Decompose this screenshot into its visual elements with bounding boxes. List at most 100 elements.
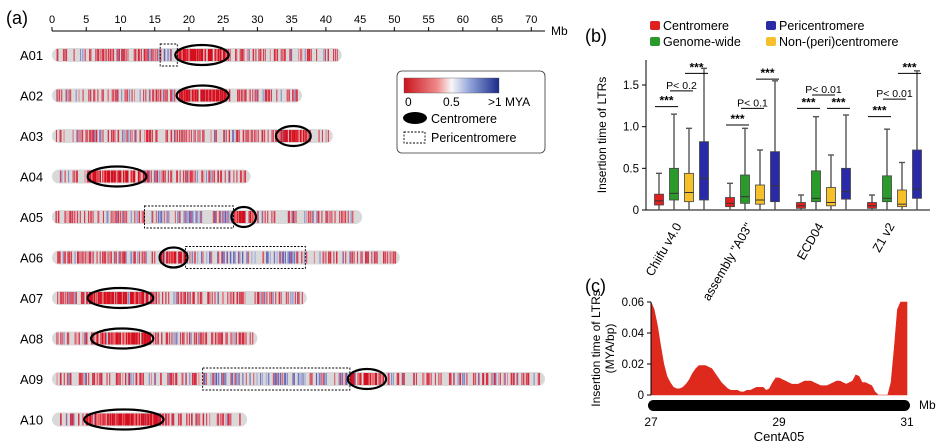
a-x-tick-label: 25 bbox=[217, 14, 229, 26]
colorbar bbox=[403, 77, 500, 94]
significance-label: *** bbox=[831, 95, 845, 109]
b-legend-swatch bbox=[650, 21, 660, 30]
c-y-tick-label: 0.04 bbox=[622, 328, 645, 340]
a-x-tick-label: 55 bbox=[422, 14, 434, 26]
a-x-tick-label: 65 bbox=[491, 14, 503, 26]
chromosome-label: A01 bbox=[20, 48, 43, 63]
centromere-outline bbox=[174, 43, 230, 67]
significance-label: P< 0.2 bbox=[666, 80, 697, 92]
box bbox=[826, 187, 836, 207]
colorbar-tick-2: >1 MYA bbox=[488, 95, 530, 109]
centromere-outline bbox=[86, 165, 148, 188]
chromosome-label: A06 bbox=[20, 251, 43, 266]
b-y-axis-label: Insertion time of LTRs bbox=[595, 77, 609, 193]
a-x-tick-label: 50 bbox=[388, 14, 400, 26]
chromosome-label: A02 bbox=[20, 89, 43, 104]
centromere-outline bbox=[86, 286, 155, 310]
significance-label: P< 0.01 bbox=[876, 88, 913, 100]
legend-centromere-label: Centromere bbox=[431, 112, 497, 126]
b-category-label: assembly "A03" bbox=[700, 221, 756, 304]
box bbox=[654, 193, 664, 206]
b-legend-label: Centromere bbox=[663, 19, 729, 33]
b-category-label: Z1 v2 bbox=[870, 220, 898, 254]
c-y-axis-label-line2: (MYA/bp) bbox=[603, 324, 617, 374]
c-y-axis-label: Insertion time of LTRs(MYA/bp) bbox=[589, 290, 617, 406]
legend-centromere-swatch bbox=[403, 112, 427, 124]
a-x-tick-label: 45 bbox=[354, 14, 366, 26]
b-category-label: ECD04 bbox=[794, 220, 826, 262]
c-chromosome-bar bbox=[648, 400, 910, 411]
box bbox=[684, 172, 694, 203]
panel-b-boxplot: 0 0.5 1.0 1.5 Insertion time of LTRs Centrome… bbox=[595, 19, 930, 303]
significance-label: *** bbox=[659, 94, 673, 108]
b-y-tick-label: 1.0 bbox=[623, 122, 639, 134]
centromere-outline bbox=[83, 408, 165, 431]
legend-pericentromere-label: Pericentromere bbox=[431, 131, 516, 145]
centromere-outline bbox=[230, 205, 258, 229]
box bbox=[841, 167, 851, 200]
significance-label: *** bbox=[902, 60, 916, 74]
a-x-tick-label: 10 bbox=[114, 14, 126, 26]
colorbar-tick-0: 0 bbox=[405, 95, 412, 109]
c-x-tick-label: 27 bbox=[644, 415, 658, 429]
significance-label: *** bbox=[872, 104, 886, 118]
significance-label: *** bbox=[801, 95, 815, 109]
b-category-label: Chiifu v4.0 bbox=[643, 220, 685, 278]
centromere-outline bbox=[175, 84, 230, 107]
chromosome-label: A10 bbox=[20, 413, 43, 428]
pericentromere-box bbox=[185, 246, 306, 269]
a-x-tick-label: 35 bbox=[286, 14, 298, 26]
panel-a-legend: 0 0.5 >1 MYA Centromere Pericentromere bbox=[396, 70, 546, 154]
a-x-tick-label: 20 bbox=[183, 14, 195, 26]
panel-c-label: (c) bbox=[585, 276, 606, 296]
colorbar-tick-1: 0.5 bbox=[443, 95, 460, 109]
box bbox=[770, 151, 780, 203]
b-y-tick-label: 0 bbox=[633, 205, 639, 217]
chromosome-label: A08 bbox=[20, 332, 43, 347]
a-x-tick-label: 15 bbox=[149, 14, 161, 26]
significance-label: P< 0.1 bbox=[737, 97, 768, 109]
ltr-insertion-area bbox=[650, 301, 908, 396]
c-x-tick-label: 29 bbox=[772, 415, 786, 429]
a-x-tick-label: 5 bbox=[83, 14, 89, 26]
b-legend-swatch bbox=[650, 37, 660, 46]
pericentromere-box bbox=[143, 205, 234, 229]
c-y-tick-label: 0.06 bbox=[622, 297, 644, 309]
a-x-tick-label: 60 bbox=[457, 14, 469, 26]
box bbox=[699, 141, 709, 201]
chromosome-bar bbox=[52, 210, 363, 224]
significance-label: *** bbox=[689, 60, 703, 74]
significance-label: P< 0.01 bbox=[805, 84, 842, 96]
box bbox=[740, 174, 750, 204]
panel-c-area-chart: 0 0.02 0.04 0.06 Insertion time of LTRs(MYA/… bbox=[589, 290, 936, 444]
a-x-tick-label: 70 bbox=[525, 14, 537, 26]
a-x-tick-label: 30 bbox=[251, 14, 263, 26]
pericentromere-box bbox=[159, 43, 178, 67]
box bbox=[897, 189, 907, 208]
b-legend-label: Non-(peri)centromere bbox=[779, 35, 899, 49]
panel-a-chromosome-map: 0 5 10 15 20 25 30 35 40 45 50 55 60 65 70 Mb A01 A02 A03 A… bbox=[20, 14, 568, 431]
panel-a-label: (a) bbox=[6, 8, 28, 28]
centromere-outline bbox=[274, 124, 312, 148]
b-y-tick-label: 1.5 bbox=[623, 80, 639, 92]
box bbox=[811, 170, 821, 203]
b-y-tick-label: 0.5 bbox=[623, 163, 639, 175]
legend-pericentromere-swatch bbox=[403, 131, 426, 144]
chromosome-bar bbox=[52, 250, 400, 265]
box bbox=[755, 184, 765, 205]
centromere-outline bbox=[158, 246, 189, 269]
c-y-tick-label: 0 bbox=[638, 390, 644, 402]
b-legend-swatch bbox=[766, 37, 776, 46]
panel-b-label: (b) bbox=[585, 26, 607, 46]
c-y-axis-label-line1: Insertion time of LTRs bbox=[589, 290, 603, 406]
significance-label: *** bbox=[730, 112, 744, 126]
c-x-axis-label: CentA05 bbox=[754, 429, 805, 444]
c-y-tick-label: 0.02 bbox=[622, 359, 644, 371]
box bbox=[882, 175, 892, 203]
c-x-tick-label: 31 bbox=[900, 415, 914, 429]
b-legend-label: Genome-wide bbox=[663, 35, 741, 49]
centromere-outline bbox=[346, 367, 388, 391]
a-x-unit: Mb bbox=[551, 24, 568, 38]
c-x-unit: Mb bbox=[919, 398, 936, 412]
